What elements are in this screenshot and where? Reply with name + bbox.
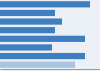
plot-area — [0, 1, 100, 69]
bars — [0, 1, 90, 68]
bar — [0, 1, 90, 7]
bar — [0, 62, 75, 68]
x-axis-line — [1, 69, 100, 70]
bar — [0, 44, 52, 50]
bar — [0, 27, 55, 33]
bar — [0, 10, 55, 16]
bar — [0, 53, 85, 59]
bar — [0, 36, 85, 42]
bar — [0, 18, 62, 24]
chart — [0, 0, 100, 71]
x-axis — [1, 69, 100, 70]
